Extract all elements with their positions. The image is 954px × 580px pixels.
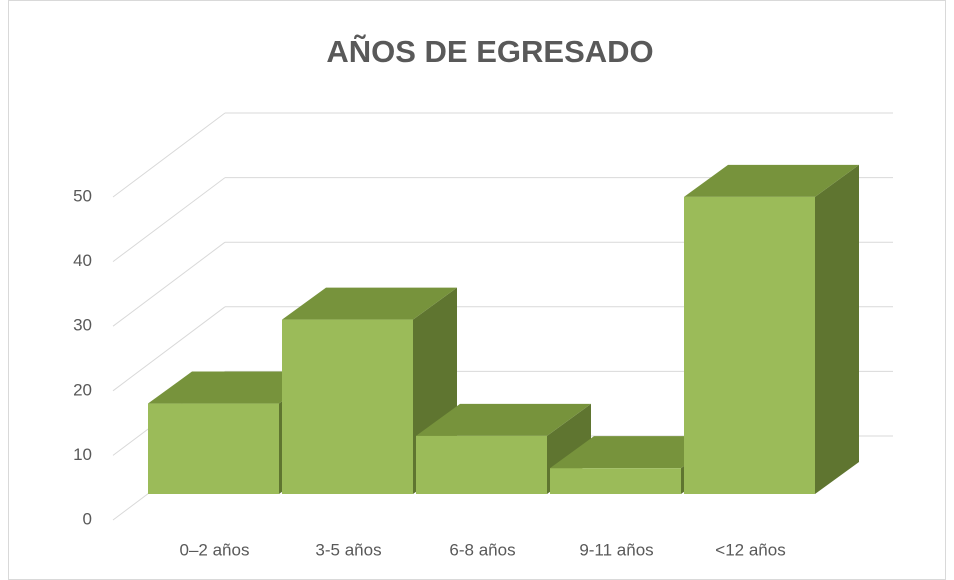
- bar: [550, 468, 681, 494]
- x-tick-label: 0–2 años: [180, 540, 250, 559]
- bar-top: [416, 403, 591, 436]
- chart-title: AÑOS DE EGRESADO: [326, 34, 653, 69]
- bar-top: [684, 164, 859, 197]
- bar-side: [815, 164, 859, 494]
- y-tick-label: 0: [83, 509, 92, 528]
- grid-line: [112, 112, 226, 198]
- y-tick-label: 10: [73, 445, 92, 464]
- y-tick-label: 40: [73, 251, 92, 270]
- grid-line: [112, 241, 226, 327]
- x-tick-label: 9-11 años: [579, 540, 653, 559]
- bar: [684, 196, 815, 494]
- y-tick-label: 30: [73, 316, 92, 335]
- grid-line: [112, 306, 226, 392]
- x-tick-label: <12 años: [715, 540, 785, 559]
- y-tick-label: 20: [73, 380, 92, 399]
- bar: [148, 403, 279, 494]
- bar: [282, 319, 413, 494]
- bar-top: [282, 287, 457, 320]
- y-tick-label: 50: [73, 186, 92, 205]
- grid-line: [112, 177, 226, 263]
- bar-top: [148, 371, 323, 404]
- x-tick-label: 3-5 años: [315, 540, 381, 559]
- bar-top: [550, 436, 725, 469]
- bar: [416, 435, 547, 494]
- x-tick-label: 6-8 años: [449, 540, 515, 559]
